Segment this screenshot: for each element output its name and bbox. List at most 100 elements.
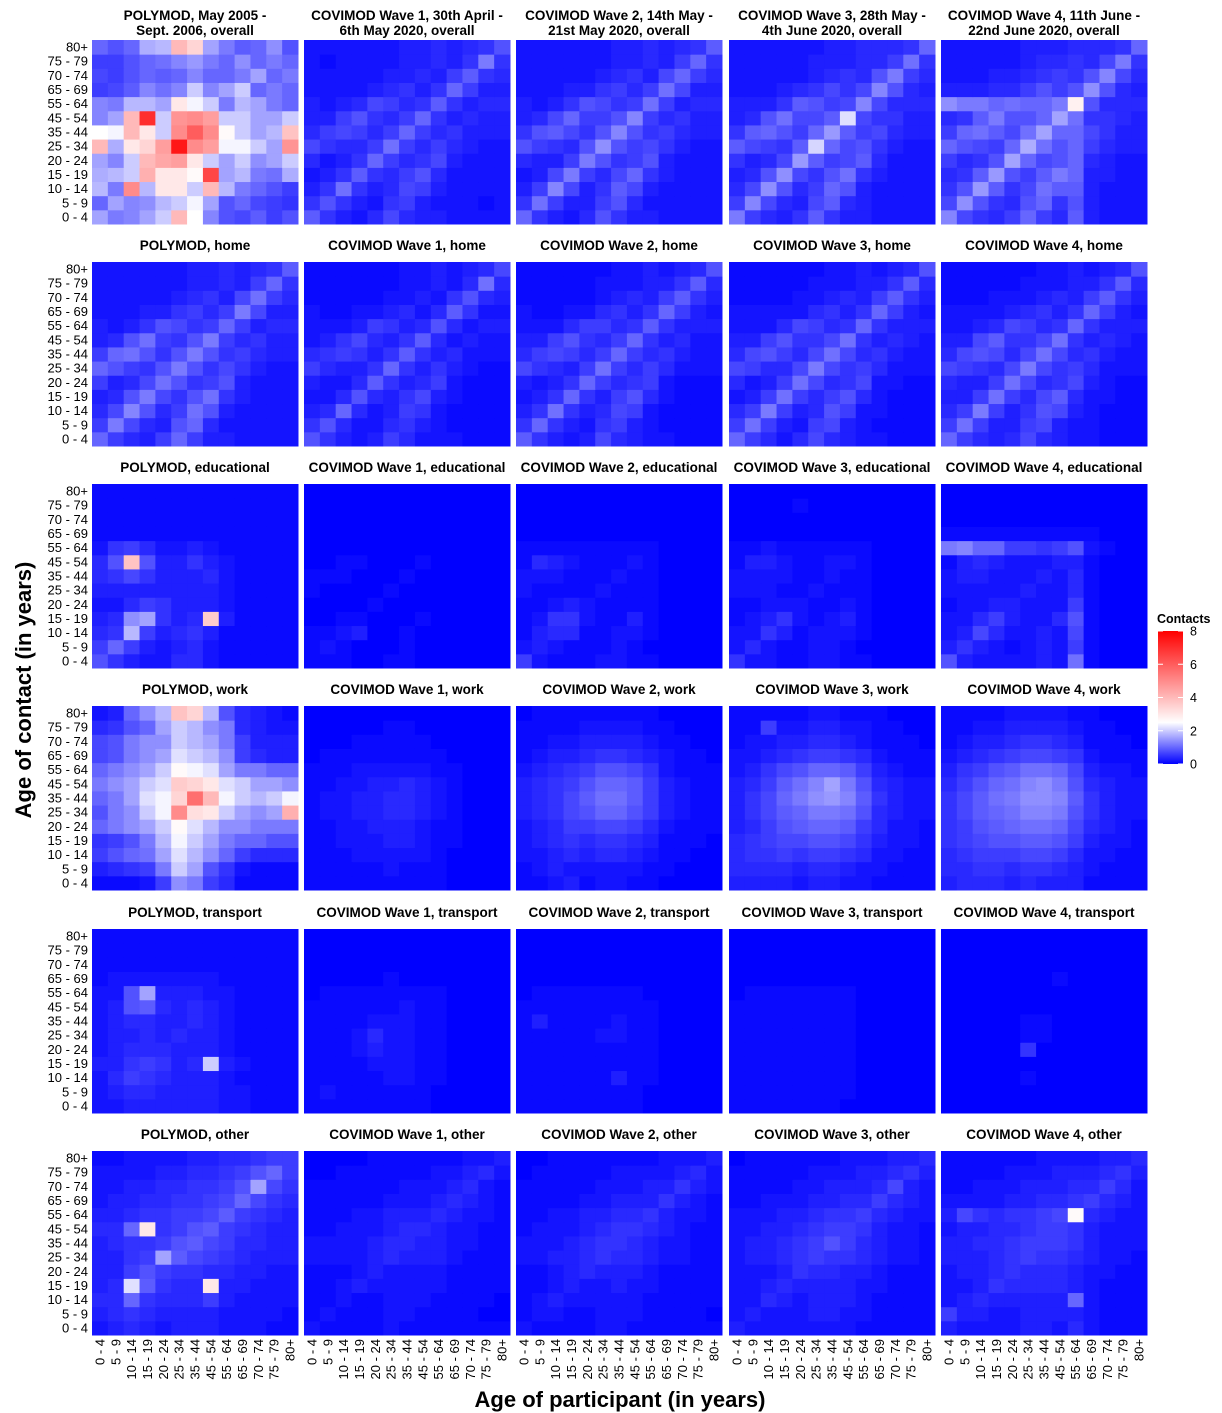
heatmap-cell bbox=[92, 124, 109, 140]
heatmap-cell bbox=[250, 1028, 267, 1043]
heatmap-cell bbox=[516, 54, 533, 69]
heatmap-cell bbox=[304, 1084, 321, 1100]
heatmap-cell bbox=[903, 82, 920, 98]
heatmap-cell bbox=[1004, 875, 1021, 891]
heatmap-cell bbox=[1099, 597, 1116, 612]
heatmap-cell bbox=[351, 653, 368, 669]
heatmap-cell bbox=[824, 1070, 841, 1086]
heatmap-cell bbox=[547, 1028, 565, 1043]
heatmap-cell bbox=[202, 1221, 220, 1237]
heatmap-cell bbox=[1051, 819, 1069, 834]
heatmap-cell bbox=[611, 720, 628, 735]
heatmap-cell bbox=[155, 611, 172, 627]
heatmap-cell bbox=[304, 526, 321, 542]
heatmap-cell bbox=[595, 1264, 612, 1279]
heatmap-cell bbox=[430, 999, 448, 1015]
heatmap-cell bbox=[399, 96, 416, 112]
heatmap-cell bbox=[351, 611, 368, 627]
heatmap-cell bbox=[808, 1013, 825, 1029]
heatmap-cell bbox=[563, 943, 580, 958]
heatmap-cell bbox=[642, 554, 660, 570]
heatmap-cell bbox=[266, 957, 283, 972]
heatmap-cell bbox=[478, 82, 495, 98]
heatmap-cell bbox=[626, 526, 644, 542]
heatmap-cell bbox=[446, 1084, 463, 1100]
heatmap-cell bbox=[1083, 999, 1100, 1015]
heatmap-cell bbox=[839, 720, 857, 735]
heatmap-cell bbox=[319, 68, 337, 83]
heatmap-cell bbox=[1067, 96, 1085, 112]
heatmap-cell bbox=[887, 431, 904, 447]
heatmap-cell bbox=[187, 568, 204, 584]
heatmap-cell bbox=[1036, 276, 1053, 291]
heatmap-cell bbox=[187, 554, 204, 570]
heatmap-cell bbox=[430, 540, 448, 556]
heatmap-cell bbox=[658, 957, 675, 972]
heatmap-cell bbox=[171, 776, 188, 792]
heatmap-cell bbox=[972, 1028, 990, 1043]
heatmap-cell bbox=[478, 276, 495, 291]
heatmap-cell bbox=[1083, 776, 1100, 792]
heatmap-cell bbox=[690, 720, 707, 735]
heatmap-cell bbox=[107, 1056, 125, 1072]
heatmap-cell bbox=[776, 611, 793, 627]
heatmap-cell bbox=[792, 110, 809, 126]
heatmap-cell bbox=[107, 625, 125, 641]
heatmap-cell bbox=[1036, 943, 1053, 958]
heatmap-cell bbox=[744, 1207, 762, 1223]
heatmap-cell bbox=[319, 1235, 337, 1251]
heatmap-cell bbox=[824, 776, 841, 792]
heatmap-cell bbox=[478, 847, 495, 863]
heatmap-cell bbox=[776, 389, 793, 405]
heatmap-cell bbox=[871, 68, 888, 83]
heatmap-cell bbox=[871, 403, 888, 419]
heatmap-cell bbox=[1036, 625, 1053, 641]
heatmap-cell bbox=[1083, 346, 1100, 362]
heatmap-cell bbox=[547, 484, 565, 499]
heatmap-cell bbox=[808, 361, 825, 376]
heatmap-cell bbox=[690, 625, 707, 641]
heatmap-cell bbox=[1020, 318, 1037, 334]
heatmap-cell bbox=[383, 195, 400, 211]
heatmap-cell bbox=[642, 1193, 660, 1209]
heatmap-cell bbox=[972, 262, 990, 277]
heatmap-cell bbox=[839, 819, 857, 834]
heatmap-cell bbox=[531, 40, 549, 55]
heatmap-cell bbox=[266, 375, 283, 390]
heatmap-cell bbox=[92, 568, 109, 584]
heatmap-cell bbox=[123, 1084, 141, 1100]
heatmap-cell bbox=[234, 526, 251, 542]
heatmap-cell bbox=[690, 389, 707, 405]
heatmap-cell bbox=[266, 1264, 283, 1279]
heatmap-cell bbox=[941, 40, 958, 55]
heatmap-cell bbox=[579, 568, 596, 584]
heatmap-cell bbox=[547, 1292, 565, 1308]
heatmap-cell bbox=[626, 762, 644, 778]
heatmap-cell bbox=[234, 124, 251, 140]
heatmap-cell bbox=[516, 1235, 533, 1251]
heatmap-cell bbox=[808, 568, 825, 584]
heatmap-cell bbox=[494, 375, 511, 390]
heatmap-cell bbox=[282, 1042, 299, 1057]
heatmap-cell bbox=[972, 1320, 990, 1336]
heatmap-cell bbox=[478, 1250, 495, 1265]
heatmap-cell bbox=[1036, 512, 1053, 527]
heatmap-cell bbox=[855, 209, 873, 225]
heatmap-cell bbox=[367, 985, 384, 1001]
heatmap-cell bbox=[335, 1320, 353, 1336]
heatmap-cell bbox=[171, 999, 188, 1015]
heatmap-cell bbox=[335, 611, 353, 627]
heatmap-cell bbox=[351, 181, 368, 197]
heatmap-cell bbox=[266, 1250, 283, 1265]
heatmap-cell bbox=[446, 748, 463, 764]
heatmap-cell bbox=[1036, 861, 1053, 877]
heatmap-cell bbox=[1004, 431, 1021, 447]
heatmap-cell bbox=[824, 139, 841, 154]
heatmap-cell bbox=[123, 1250, 141, 1265]
heatmap-cell bbox=[595, 748, 612, 764]
heatmap-cell bbox=[972, 861, 990, 877]
heatmap-cell bbox=[155, 776, 172, 792]
heatmap-cell bbox=[446, 985, 463, 1001]
heatmap-cell bbox=[123, 68, 141, 83]
heatmap-cell bbox=[319, 332, 337, 348]
